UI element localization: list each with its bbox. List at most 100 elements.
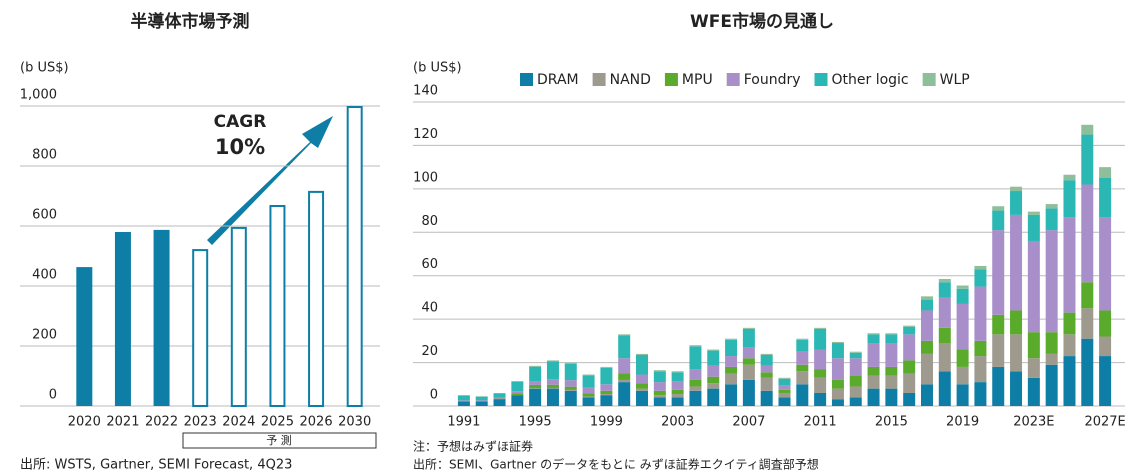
bar-segment (903, 334, 916, 361)
bar-segment (1027, 332, 1040, 359)
bar-segment (974, 356, 987, 383)
y-tick-label: 80 (421, 214, 438, 229)
bar-segment (582, 387, 595, 394)
bar (308, 190, 325, 407)
bar-segment (511, 395, 524, 406)
bar-segment (529, 388, 542, 406)
bar-segment (618, 358, 631, 374)
bar-segment (618, 382, 631, 406)
bar-segment (1010, 334, 1023, 372)
bar-segment (974, 265, 987, 270)
bar-segment (742, 327, 755, 329)
bar-segment (511, 381, 524, 382)
bar-segment (849, 386, 862, 398)
bar-segment (814, 392, 827, 406)
bar-segment (511, 393, 524, 396)
x-tick-label: 2025 (261, 415, 294, 430)
bar (346, 106, 363, 407)
bar-segment (778, 377, 791, 379)
bar-segment (636, 388, 649, 391)
bar-segment (1081, 124, 1094, 135)
bar-segment (511, 391, 524, 394)
x-tick-label: 2026 (300, 415, 333, 430)
x-tick-label: 2023E (1013, 415, 1054, 430)
bar-segment (1099, 167, 1112, 178)
bar-segment (529, 381, 542, 385)
bar-segment (564, 386, 577, 390)
bar-segment (849, 397, 862, 406)
bar-segment (600, 394, 613, 396)
bar-segment (1099, 217, 1112, 311)
bar-segment (778, 397, 791, 406)
bar-segment (546, 360, 559, 362)
bar-segment (974, 340, 987, 357)
bar-segment (1027, 240, 1040, 333)
bar-segment (885, 343, 898, 367)
bar-segment (636, 354, 649, 375)
bar (192, 249, 209, 407)
bar-segment (564, 362, 577, 364)
forecast-bracket (182, 432, 377, 449)
bar-segment (546, 361, 559, 380)
bar (269, 205, 286, 407)
bar-segment (493, 393, 506, 398)
bar-segment (1063, 334, 1076, 357)
bar-segment (903, 325, 916, 327)
bar-segment (707, 350, 720, 366)
bar-segment (814, 327, 827, 329)
bar-segment (1045, 332, 1058, 354)
y-tick-label: 400 (32, 268, 57, 283)
bar-segment (689, 390, 702, 406)
bar-segment (725, 373, 738, 385)
bar-segment (1045, 208, 1058, 231)
bar-segment (618, 335, 631, 359)
legend-swatch (726, 73, 740, 86)
bar-segment (796, 351, 809, 365)
x-tick-label: 1999 (590, 415, 623, 430)
bar-segment (1010, 214, 1023, 311)
bar-segment (956, 349, 969, 367)
bar-segment (493, 399, 506, 406)
bar-segment (760, 354, 773, 366)
bar-segment (920, 353, 933, 385)
legend-label: NAND (610, 72, 651, 88)
bar-segment (529, 384, 542, 389)
bar-segment (600, 367, 613, 385)
y-tick-label: 800 (32, 148, 57, 163)
bar-segment (653, 397, 666, 406)
y-tick-label: 100 (413, 170, 438, 185)
bar-segment (529, 366, 542, 382)
bar-segment (760, 353, 773, 355)
y-tick-label: 0 (49, 388, 57, 403)
bar-segment (671, 381, 684, 390)
bar-segment (1045, 204, 1058, 209)
bar-segment (920, 296, 933, 300)
chart-title: WFE市場の見通し (690, 11, 834, 32)
bar-segment (796, 338, 809, 340)
bar-segment (742, 364, 755, 380)
bar-segment (1010, 186, 1023, 192)
bar-segment (867, 375, 880, 389)
bar-segment (707, 365, 720, 377)
bar-segment (920, 299, 933, 311)
bar-segment (618, 379, 631, 383)
bar-segment (796, 364, 809, 372)
legend-label: Other logic (832, 72, 909, 88)
bar-segment (707, 383, 720, 389)
bar-segment (938, 327, 951, 344)
bar-segment (600, 390, 613, 395)
bar-segment (760, 372, 773, 378)
bar-segment (618, 334, 631, 336)
source-note: 出所：SEMI、Gartner のデータをもとに みずほ証券エクイティ調査部予想 (413, 457, 819, 472)
x-tick-label: 2015 (875, 415, 908, 430)
legend-swatch (664, 73, 678, 86)
y-axis-label: (b US$) (413, 61, 462, 76)
bar-segment (689, 346, 702, 370)
bar-segment (457, 395, 470, 401)
bar-segment (582, 393, 595, 397)
legend-swatch (592, 73, 606, 86)
bar-segment (1063, 180, 1076, 218)
bar-segment (814, 377, 827, 393)
bar-segment (582, 396, 595, 398)
